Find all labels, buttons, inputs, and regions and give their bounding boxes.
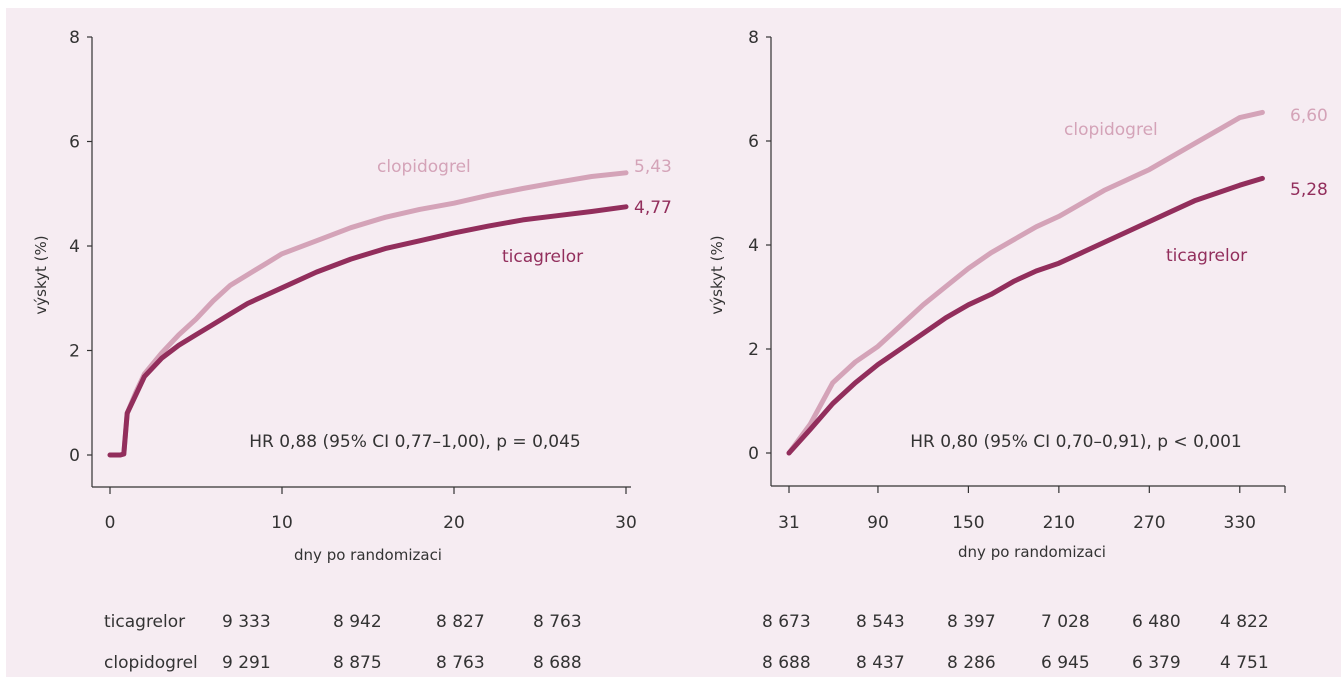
x-tick-label: 20 — [443, 513, 465, 533]
hazard-ratio-annotation: HR 0,80 (95% CI 0,70–0,91), p < 0,001 — [910, 432, 1242, 452]
end-value-label-ticagrelor: 5,28 — [1290, 180, 1328, 200]
risk-cell: 8 875 — [333, 653, 382, 673]
y-tick-label: 2 — [748, 340, 759, 360]
y-tick-label: 0 — [748, 444, 759, 464]
x-axis-title: dny po randomizaci — [958, 543, 1106, 561]
risk-cell: 4 822 — [1220, 612, 1269, 632]
series-line-ticagrelor — [786, 175, 1265, 456]
risk-cell: 8 673 — [762, 612, 811, 632]
y-tick-label: 8 — [748, 28, 759, 48]
x-axis-title: dny po randomizaci — [294, 546, 442, 564]
risk-cell: 4 751 — [1220, 653, 1269, 673]
risk-cell: 8 763 — [436, 653, 485, 673]
y-tick-label: 4 — [748, 236, 759, 256]
x-tick-label: 30 — [615, 513, 637, 533]
series-label-clopidogrel: clopidogrel — [377, 157, 471, 177]
y-tick-label: 0 — [69, 446, 80, 466]
risk-cell: 6 945 — [1041, 653, 1090, 673]
end-value-label-clopidogrel: 5,43 — [634, 157, 672, 177]
x-tick-label: 150 — [952, 513, 984, 533]
panel-days-0-30: 0 2 4 6 8 0 10 20 30 dny po randomizaci výskyt (%)… — [32, 28, 672, 564]
risk-cell: 6 480 — [1132, 612, 1181, 632]
risk-cell: 8 688 — [762, 653, 811, 673]
risk-cell: 9 291 — [222, 653, 271, 673]
risk-row-label-clopidogrel: clopidogrel — [104, 653, 198, 673]
series-line-clopidogrel — [786, 109, 1265, 456]
series-label-clopidogrel: clopidogrel — [1064, 120, 1158, 140]
risk-cell: 6 379 — [1132, 653, 1181, 673]
x-tick-label: 270 — [1133, 513, 1165, 533]
y-tick-label: 8 — [69, 28, 80, 48]
risk-row-label-ticagrelor: ticagrelor — [104, 612, 186, 632]
risk-cell: 8 763 — [533, 612, 582, 632]
risk-cell: 9 333 — [222, 612, 271, 632]
risk-cell: 8 688 — [533, 653, 582, 673]
x-tick-label: 330 — [1224, 513, 1256, 533]
y-axis-title: výskyt (%) — [32, 235, 50, 314]
risk-cell: 8 942 — [333, 612, 382, 632]
risk-cell: 7 028 — [1041, 612, 1090, 632]
x-tick-label: 31 — [778, 513, 800, 533]
y-axis-title: výskyt (%) — [708, 235, 726, 314]
x-tick-label: 0 — [105, 513, 116, 533]
x-tick-label: 210 — [1043, 513, 1075, 533]
series-line-ticagrelor — [107, 204, 629, 458]
risk-cell: 8 437 — [856, 653, 905, 673]
y-tick-label: 4 — [69, 237, 80, 257]
y-tick-label: 6 — [69, 133, 80, 153]
y-tick-label: 2 — [69, 342, 80, 362]
x-tick-label: 90 — [867, 513, 889, 533]
figure-background — [6, 8, 1341, 677]
end-value-label-ticagrelor: 4,77 — [634, 198, 672, 218]
hazard-ratio-annotation: HR 0,88 (95% CI 0,77–1,00), p = 0,045 — [249, 432, 581, 452]
series-label-ticagrelor: ticagrelor — [502, 247, 583, 267]
end-value-label-clopidogrel: 6,60 — [1290, 106, 1328, 126]
risk-cell: 8 543 — [856, 612, 905, 632]
risk-cell: 8 286 — [947, 653, 996, 673]
panel-days-31-360: 0 2 4 6 8 31 90 150 210 270 330 dny po randomizaci v… — [708, 28, 1328, 561]
series-label-ticagrelor: ticagrelor — [1166, 246, 1247, 266]
risk-cell: 8 827 — [436, 612, 485, 632]
y-tick-label: 6 — [748, 132, 759, 152]
x-tick-label: 10 — [271, 513, 293, 533]
risk-cell: 8 397 — [947, 612, 996, 632]
